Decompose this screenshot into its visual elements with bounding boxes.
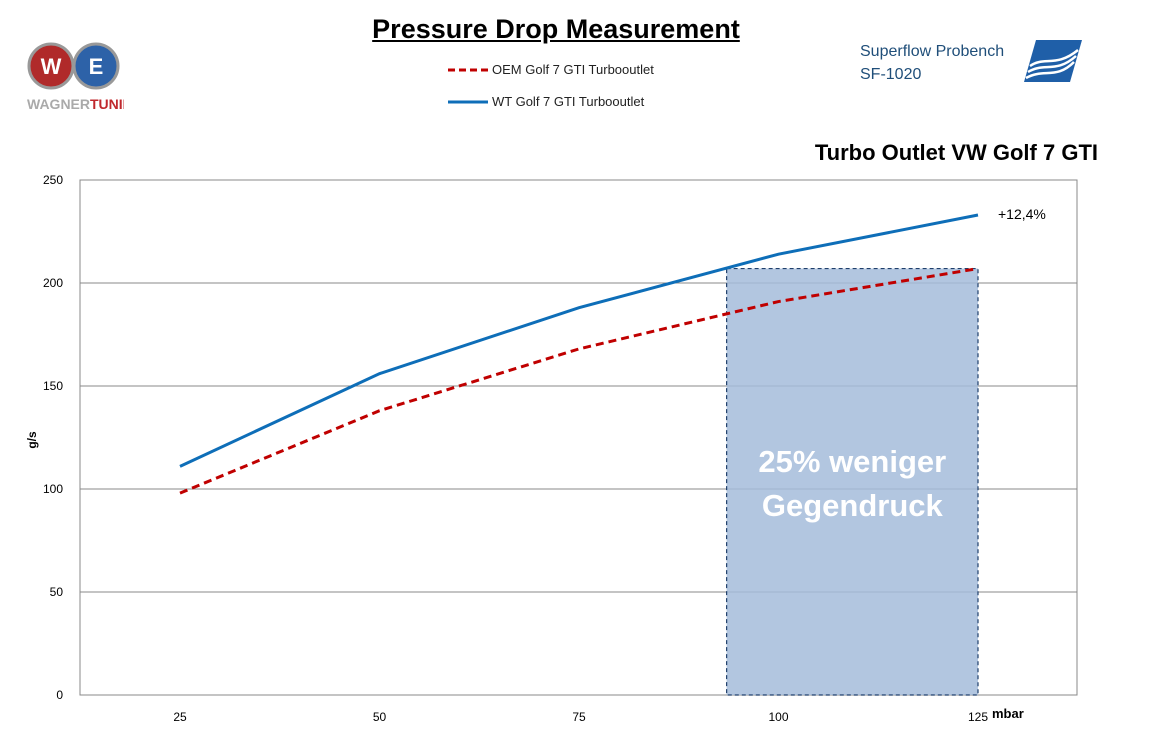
superflow-line1: Superflow Probench <box>860 43 1005 60</box>
x-tick-label: 50 <box>373 710 387 724</box>
series-line-oem <box>179 267 979 495</box>
x-tick-label: 75 <box>572 710 586 724</box>
highlight-region <box>726 267 979 696</box>
y-tick-label: 200 <box>43 276 63 290</box>
legend-item-wt: WT Golf 7 GTI Turbooutlet <box>448 94 644 109</box>
chart-title: Pressure Drop Measurement <box>372 14 740 44</box>
region-label-line2: Gegendruck <box>762 488 944 523</box>
y-tick-label: 0 <box>56 688 63 702</box>
legend-swatch-oem <box>448 68 488 71</box>
y-tick-label: 50 <box>50 585 64 599</box>
y-tick-label: 250 <box>43 173 63 187</box>
superflow-logo <box>1022 38 1084 89</box>
y-axis-label: g/s <box>25 431 39 449</box>
superflow-label: Superflow Probench SF-1020 <box>860 40 1004 86</box>
svg-text:E: E <box>89 54 104 79</box>
y-tick-label: 150 <box>43 379 63 393</box>
increase-annotation: +12,4% <box>998 206 1046 222</box>
region-label-line1: 25% weniger <box>758 444 946 479</box>
x-axis-label: mbar <box>992 706 1024 721</box>
chart-subtitle: Turbo Outlet VW Golf 7 GTI <box>814 140 1098 165</box>
series-line-wt <box>179 213 979 468</box>
legend-swatch-wt <box>448 100 488 103</box>
x-tick-label: 100 <box>768 710 788 724</box>
legend-label-oem: OEM Golf 7 GTI Turbooutlet <box>492 62 654 77</box>
x-tick-label: 25 <box>173 710 187 724</box>
x-tick-label: 125 <box>968 710 988 724</box>
legend-label-wt: WT Golf 7 GTI Turbooutlet <box>492 94 645 109</box>
superflow-line2: SF-1020 <box>860 66 922 83</box>
svg-text:W: W <box>41 54 62 79</box>
y-tick-label: 100 <box>43 482 63 496</box>
legend-item-oem: OEM Golf 7 GTI Turbooutlet <box>448 62 654 77</box>
